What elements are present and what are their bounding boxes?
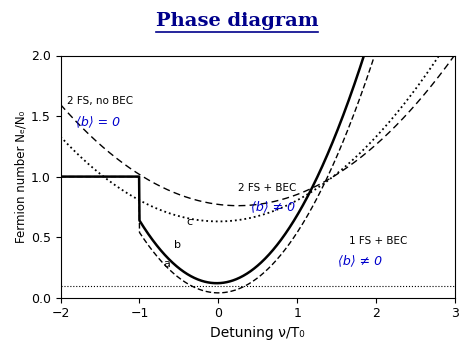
Y-axis label: Fermion number Nₑ/N₀: Fermion number Nₑ/N₀: [15, 110, 28, 243]
Text: Phase diagram: Phase diagram: [155, 12, 319, 31]
Text: a: a: [163, 260, 170, 269]
Text: c: c: [187, 217, 193, 227]
Text: ⟨b⟩ ≠ 0: ⟨b⟩ ≠ 0: [252, 201, 296, 213]
Text: 2 FS, no BEC: 2 FS, no BEC: [67, 96, 133, 106]
Text: ⟨b⟩ = 0: ⟨b⟩ = 0: [76, 116, 120, 129]
Text: 2 FS + BEC: 2 FS + BEC: [238, 183, 296, 193]
Text: 1 FS + BEC: 1 FS + BEC: [348, 236, 407, 246]
Text: ⟨b⟩ ≠ 0: ⟨b⟩ ≠ 0: [338, 254, 383, 267]
X-axis label: Detuning ν/T₀: Detuning ν/T₀: [210, 326, 305, 340]
Text: b: b: [174, 240, 181, 250]
